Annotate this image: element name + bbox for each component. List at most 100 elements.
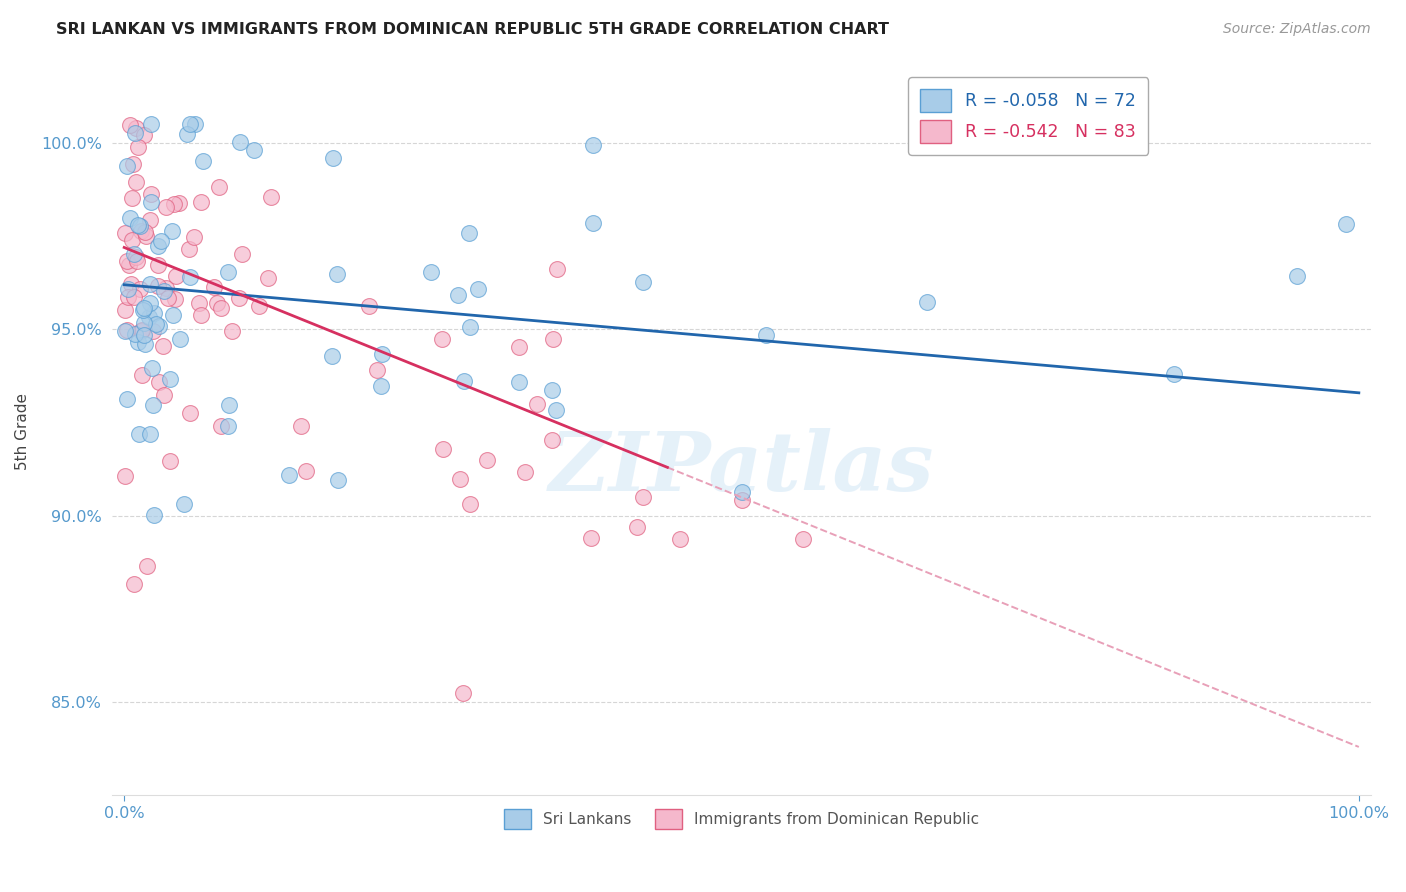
Text: SRI LANKAN VS IMMIGRANTS FROM DOMINICAN REPUBLIC 5TH GRADE CORRELATION CHART: SRI LANKAN VS IMMIGRANTS FROM DOMINICAN … [56, 22, 889, 37]
Point [668, 533, 690, 547]
Point [325, 268, 347, 282]
Point [167, 196, 190, 211]
Point [449, 472, 471, 486]
Point [121, 191, 143, 205]
Point [294, 464, 316, 478]
Point [432, 442, 454, 456]
Point [217, 264, 239, 278]
Point [115, 392, 138, 407]
Point [160, 224, 183, 238]
Point [122, 247, 145, 261]
Point [229, 136, 252, 150]
Point [321, 349, 343, 363]
Point [148, 319, 170, 334]
Point [115, 322, 138, 336]
Text: ZIPatlas: ZIPatlas [548, 428, 934, 508]
Point [451, 685, 474, 699]
Point [155, 280, 177, 294]
Point [129, 282, 152, 296]
Point [631, 275, 654, 289]
Point [513, 465, 536, 479]
Point [1336, 217, 1358, 231]
Point [148, 375, 170, 389]
Point [141, 361, 163, 376]
Point [149, 235, 172, 249]
Point [371, 347, 394, 361]
Point [208, 180, 231, 194]
Legend: Sri Lankans, Immigrants from Dominican Republic: Sri Lankans, Immigrants from Dominican R… [498, 803, 986, 835]
Point [218, 399, 240, 413]
Point [179, 270, 201, 285]
Point [202, 280, 225, 294]
Point [546, 262, 568, 277]
Point [118, 258, 141, 272]
Point [143, 508, 166, 523]
Point [114, 468, 136, 483]
Point [120, 211, 142, 225]
Point [121, 233, 143, 247]
Point [132, 302, 155, 317]
Point [125, 254, 148, 268]
Point [135, 559, 157, 574]
Point [730, 492, 752, 507]
Point [146, 239, 169, 253]
Point [125, 250, 148, 264]
Point [370, 379, 392, 393]
Point [173, 497, 195, 511]
Point [467, 282, 489, 296]
Point [139, 117, 162, 131]
Point [135, 228, 157, 243]
Point [139, 296, 162, 310]
Point [127, 334, 149, 349]
Point [141, 194, 163, 209]
Text: Source: ZipAtlas.com: Source: ZipAtlas.com [1223, 22, 1371, 37]
Point [366, 363, 388, 377]
Point [582, 138, 605, 153]
Point [626, 520, 648, 534]
Point [134, 301, 156, 315]
Point [183, 117, 205, 131]
Point [134, 225, 156, 239]
Point [132, 327, 155, 342]
Point [121, 157, 143, 171]
Point [159, 372, 181, 386]
Point [242, 143, 264, 157]
Point [163, 292, 186, 306]
Point [247, 299, 270, 313]
Point [138, 277, 160, 292]
Point [169, 332, 191, 346]
Point [730, 484, 752, 499]
Point [179, 242, 201, 256]
Point [209, 419, 232, 434]
Point [526, 396, 548, 410]
Point [508, 341, 530, 355]
Point [129, 219, 152, 234]
Point [755, 328, 778, 343]
Point [129, 224, 152, 238]
Point [228, 292, 250, 306]
Point [205, 295, 228, 310]
Point [582, 216, 605, 230]
Point [142, 399, 165, 413]
Point [217, 419, 239, 434]
Point [1286, 268, 1309, 283]
Point [125, 175, 148, 189]
Point [187, 295, 209, 310]
Point [152, 388, 174, 402]
Point [124, 577, 146, 591]
Point [176, 127, 198, 141]
Point [419, 265, 441, 279]
Point [541, 332, 564, 346]
Point [191, 154, 214, 169]
Point [278, 467, 301, 482]
Point [290, 418, 312, 433]
Point [190, 195, 212, 210]
Point [179, 117, 201, 131]
Point [163, 197, 186, 211]
Y-axis label: 5th Grade: 5th Grade [15, 393, 30, 470]
Point [117, 160, 139, 174]
Point [190, 308, 212, 322]
Point [131, 323, 153, 337]
Point [792, 532, 814, 546]
Point [146, 258, 169, 272]
